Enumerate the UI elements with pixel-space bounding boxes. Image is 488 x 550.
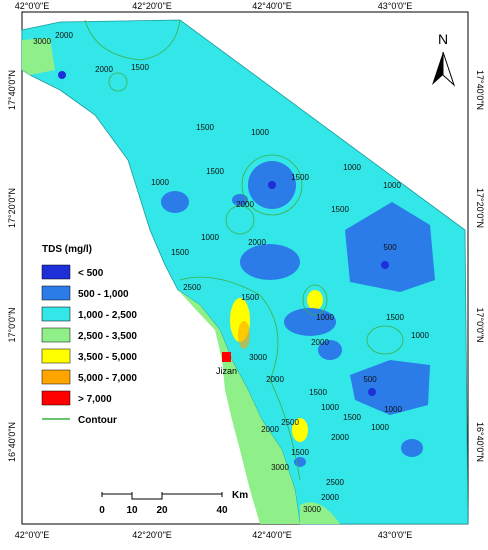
- legend-label: Contour: [78, 415, 117, 426]
- contour-label: 2000: [55, 31, 73, 40]
- contour-label: 2000: [321, 493, 339, 502]
- contour-label: 1000: [384, 405, 402, 414]
- contour-label: 1500: [331, 205, 349, 214]
- contour-label: 1000: [251, 128, 269, 137]
- contour-label: 2000: [248, 238, 266, 247]
- legend-label: < 500: [78, 268, 104, 279]
- grid-label-top: 42°20'0"E: [132, 1, 172, 11]
- contour-label: 1500: [291, 173, 309, 182]
- contour-label: 1500: [196, 123, 214, 132]
- legend-swatch: [41, 264, 71, 280]
- legend-label: 3,500 - 5,000: [78, 352, 137, 363]
- contour-label: 2500: [183, 283, 201, 292]
- contour-label: 2500: [281, 418, 299, 427]
- grid-label-right: 17°40'0"N: [475, 70, 485, 110]
- legend-swatch: [41, 390, 71, 406]
- north-label: N: [438, 31, 448, 47]
- grid-label-right: 17°20'0"N: [475, 188, 485, 228]
- grid-label-left: 17°40'0"N: [7, 70, 17, 110]
- city-label: Jizan: [216, 366, 237, 376]
- grid-label-bottom: 42°20'0"E: [132, 530, 172, 540]
- contour-label: 1500: [206, 167, 224, 176]
- contour-label: 1000: [383, 181, 401, 190]
- grid-label-top: 42°40'0"E: [252, 1, 292, 11]
- grid-label-right: 16°40'0"N: [475, 422, 485, 462]
- scale-label: 0: [99, 505, 105, 516]
- contour-label: 2500: [326, 478, 344, 487]
- contour-label: 1500: [241, 293, 259, 302]
- scale-label: 40: [216, 505, 228, 516]
- grid-label-top: 43°0'0"E: [378, 1, 413, 11]
- contour-label: 1500: [386, 313, 404, 322]
- grid-label-left: 17°0'0"N: [7, 307, 17, 342]
- scale-label: 20: [156, 505, 168, 516]
- grid-label-bottom: 42°40'0"E: [252, 530, 292, 540]
- scale-label: 10: [126, 505, 138, 516]
- legend-swatch: [41, 306, 71, 322]
- contour-label: 3000: [271, 463, 289, 472]
- contour-label: 2000: [95, 65, 113, 74]
- contour-label: 500: [363, 375, 377, 384]
- legend-swatch: [41, 327, 71, 343]
- contour-label: 2000: [331, 433, 349, 442]
- grid-label-top: 42°0'0"E: [15, 1, 50, 11]
- contour-label: 2000: [266, 375, 284, 384]
- contour-label: 1000: [411, 331, 429, 340]
- contour-label: 1000: [316, 313, 334, 322]
- legend-label: 1,000 - 2,500: [78, 310, 137, 321]
- legend-swatch: [41, 369, 71, 385]
- contour-label: 2000: [261, 425, 279, 434]
- contour-label: 3000: [303, 505, 321, 514]
- scale-unit: Km: [232, 490, 248, 501]
- contour-label: 1000: [321, 403, 339, 412]
- contour-label: 2000: [236, 200, 254, 209]
- legend-label: 2,500 - 3,500: [78, 331, 137, 342]
- contour-label: 500: [383, 243, 397, 252]
- north-arrow: N: [432, 31, 456, 87]
- scale-bar: [101, 492, 223, 500]
- legend-label: 500 - 1,000: [78, 289, 129, 300]
- contour-label: 1500: [291, 448, 309, 457]
- contour-label: 1500: [131, 63, 149, 72]
- contour-label: 1500: [171, 248, 189, 257]
- contour-label: 1000: [343, 163, 361, 172]
- grid-label-bottom: 43°0'0"E: [378, 530, 413, 540]
- legend-label: > 7,000: [78, 394, 112, 405]
- contour-label: 3000: [249, 353, 267, 362]
- grid-label-right: 17°0'0"N: [475, 307, 485, 342]
- contour-label: 1000: [371, 423, 389, 432]
- contour-label: 1000: [201, 233, 219, 242]
- grid-label-left: 17°20'0"N: [7, 188, 17, 228]
- legend: TDS (mg/l): [42, 244, 92, 255]
- legend-label: 5,000 - 7,000: [78, 373, 137, 384]
- contour-label: 1500: [309, 388, 327, 397]
- contour-label: 3000: [33, 37, 51, 46]
- grid-label-left: 16°40'0"N: [7, 422, 17, 462]
- tds-surface: [21, 19, 469, 525]
- legend-swatch: [41, 285, 71, 301]
- contour-label: 1500: [343, 413, 361, 422]
- legend-title: TDS (mg/l): [42, 244, 92, 255]
- grid-label-bottom: 42°0'0"E: [15, 530, 50, 540]
- legend-swatch: [41, 348, 71, 364]
- contour-label: 2000: [311, 338, 329, 347]
- contour-label: 1000: [151, 178, 169, 187]
